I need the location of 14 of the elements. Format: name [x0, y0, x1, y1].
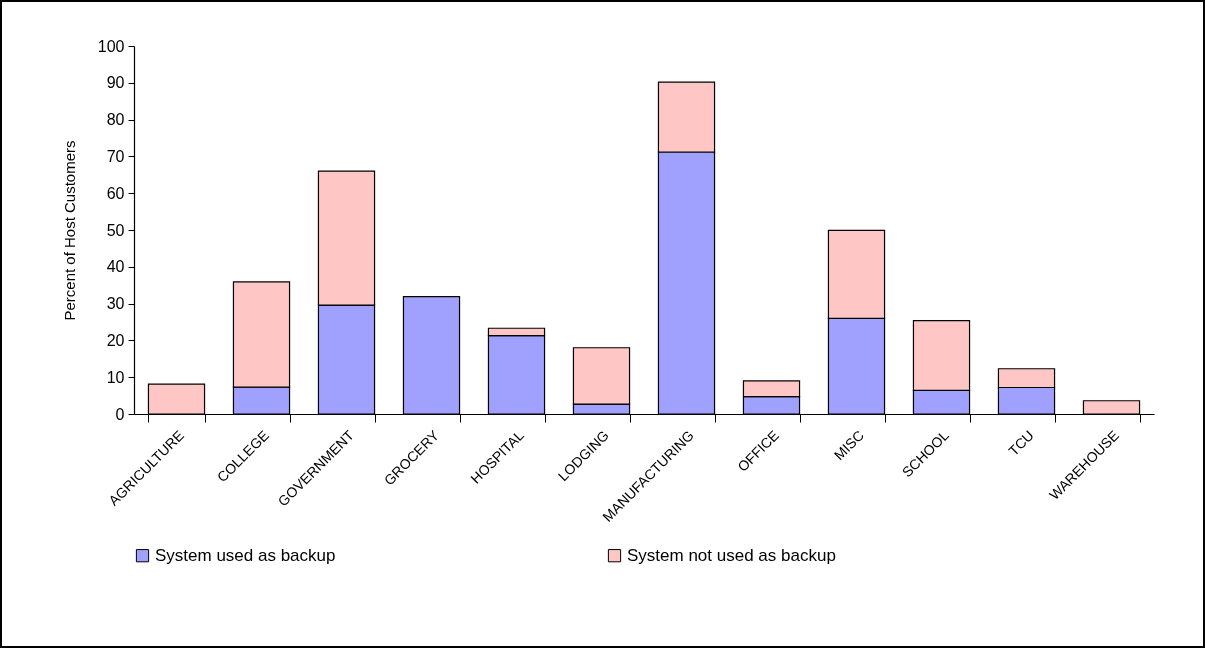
y-tick-label: 60: [106, 184, 125, 202]
y-tick-label: 70: [106, 147, 125, 165]
legend-label: System used as backup: [155, 545, 336, 565]
y-tick-label: 0: [115, 405, 125, 423]
y-tick-label: 80: [106, 111, 125, 129]
y-axis-title: Percent of Host Customers: [60, 140, 78, 321]
y-tick-label: 50: [106, 221, 125, 239]
y-tick-label: 40: [106, 258, 125, 276]
y-tick-label: 90: [106, 74, 125, 92]
legend-label: System not used as backup: [627, 545, 836, 565]
y-tick-label: 100: [97, 37, 125, 55]
y-tick-label: 10: [106, 368, 125, 386]
y-tick-label: 20: [106, 331, 125, 349]
y-tick-label: 30: [106, 295, 125, 313]
